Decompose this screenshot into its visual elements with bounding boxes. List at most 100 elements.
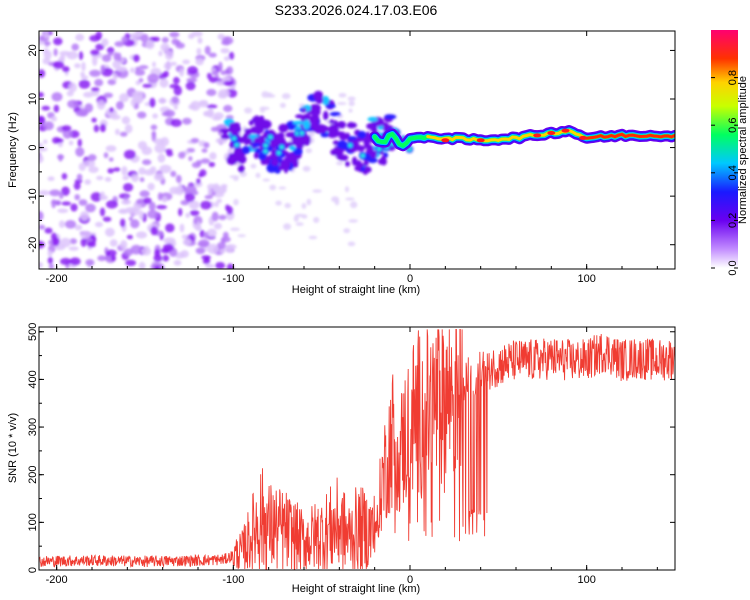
noise-blob xyxy=(105,145,117,152)
noise-blob xyxy=(206,72,212,80)
noise-blob xyxy=(175,42,185,49)
noise-blob xyxy=(130,67,135,73)
noise-blob xyxy=(221,40,230,46)
y-tick-label: -20 xyxy=(27,237,39,253)
noise-blob xyxy=(43,31,49,39)
x-tick-label: -100 xyxy=(222,273,244,285)
signal-blob xyxy=(367,116,378,122)
noise-blob xyxy=(275,200,282,206)
noise-blob xyxy=(200,200,212,210)
noise-blob xyxy=(233,198,239,206)
signal-blob xyxy=(313,90,324,101)
noise-blob xyxy=(213,112,224,120)
noise-blob xyxy=(110,114,121,120)
x-tick-label: -200 xyxy=(46,273,68,285)
noise-blob xyxy=(278,186,287,190)
noise-blob xyxy=(154,265,161,269)
noise-blob xyxy=(308,131,315,137)
noise-blob xyxy=(119,131,128,137)
signal-blob xyxy=(321,95,330,105)
y-tick-label: 500 xyxy=(27,323,39,341)
noise-blob xyxy=(338,93,347,98)
noise-blob xyxy=(66,90,74,97)
signal-blob xyxy=(367,157,378,164)
noise-blob xyxy=(150,226,158,236)
noise-blob xyxy=(62,129,73,139)
noise-blob xyxy=(223,56,230,61)
noise-blob xyxy=(49,189,61,197)
noise-blob xyxy=(208,161,216,168)
noise-blob xyxy=(283,223,292,231)
noise-blob xyxy=(136,200,143,205)
noise-blob xyxy=(180,200,190,206)
signal-blob xyxy=(380,155,387,165)
signal-blob xyxy=(291,135,301,142)
noise-blob xyxy=(158,50,163,57)
noise-blob xyxy=(220,237,226,245)
x-tick-label: 0 xyxy=(407,273,413,285)
noise-blob xyxy=(138,210,144,220)
colorbar-tick-label: 0.8 xyxy=(727,70,739,85)
noise-blob xyxy=(160,43,170,52)
noise-blob xyxy=(220,48,230,54)
noise-blob xyxy=(39,116,46,125)
noise-blob xyxy=(60,237,71,248)
signal-blob xyxy=(329,111,342,117)
noise-blob xyxy=(218,214,227,221)
noise-blob xyxy=(59,257,72,266)
noise-blob xyxy=(169,186,180,195)
noise-blob xyxy=(128,216,133,221)
noise-blob xyxy=(140,33,149,43)
noise-blob xyxy=(179,68,185,77)
noise-blob xyxy=(87,241,96,248)
noise-blob xyxy=(61,201,72,206)
noise-blob xyxy=(94,78,104,87)
noise-blob xyxy=(204,195,213,200)
signal-blob xyxy=(233,153,239,159)
signal-blob xyxy=(310,105,320,112)
signal-blob xyxy=(241,146,251,154)
noise-blob xyxy=(187,66,199,75)
noise-blob xyxy=(41,105,51,111)
noise-blob xyxy=(131,173,140,183)
noise-blob xyxy=(175,174,182,184)
noise-blob xyxy=(57,208,69,214)
noise-blob xyxy=(198,173,204,178)
noise-blob xyxy=(138,65,149,70)
noise-blob xyxy=(61,173,68,180)
noise-blob xyxy=(295,222,304,226)
noise-blob xyxy=(279,102,286,108)
noise-blob xyxy=(163,62,172,70)
noise-blob xyxy=(105,227,115,237)
noise-blob xyxy=(47,176,55,181)
noise-blob xyxy=(181,234,188,239)
noise-blob xyxy=(138,78,144,83)
noise-blob xyxy=(233,176,239,181)
noise-blob xyxy=(348,100,355,107)
noise-blob xyxy=(130,219,140,229)
noise-blob xyxy=(313,217,320,223)
noise-blob xyxy=(222,231,229,239)
snr-frame xyxy=(38,326,676,571)
noise-blob xyxy=(336,102,347,105)
noise-blob xyxy=(227,89,238,98)
signal-blob xyxy=(308,119,320,124)
noise-blob xyxy=(200,158,211,164)
signal-blob xyxy=(346,136,358,141)
x-tick-label: 100 xyxy=(577,273,595,285)
noise-blob xyxy=(345,197,355,201)
noise-blob xyxy=(184,185,197,194)
noise-blob xyxy=(53,37,63,46)
signal-peak xyxy=(261,147,270,156)
noise-blob xyxy=(53,48,58,57)
signal-hotspot xyxy=(476,138,485,143)
noise-blob xyxy=(151,132,157,142)
noise-blob xyxy=(148,201,156,211)
noise-blob xyxy=(145,39,155,50)
noise-blob xyxy=(142,83,153,88)
signal-blob xyxy=(289,145,296,151)
noise-blob xyxy=(228,51,235,60)
noise-blob xyxy=(203,142,210,149)
noise-blob xyxy=(84,103,94,113)
noise-blob xyxy=(81,61,86,72)
